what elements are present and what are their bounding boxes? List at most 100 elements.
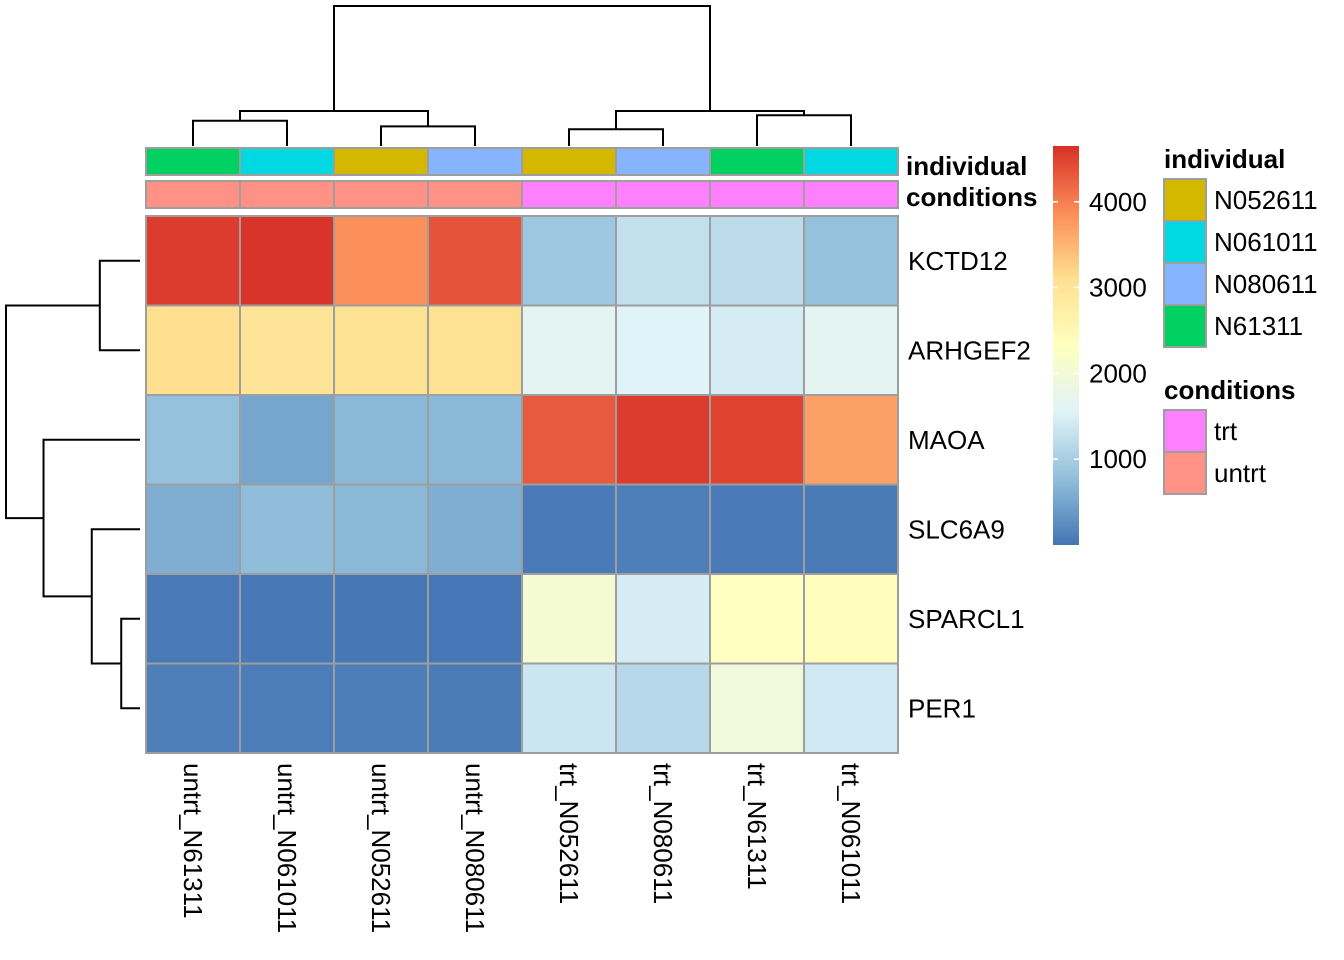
row-labels: KCTD12 ARHGEF2 MAOA SLC6A9 SPARCL1 PER1 bbox=[908, 246, 1031, 724]
heatmap-cell bbox=[145, 483, 241, 575]
heatmap-cell bbox=[333, 573, 429, 665]
heatmap-cell bbox=[333, 304, 429, 396]
heatmap-cell bbox=[427, 573, 523, 665]
legend-label: trt bbox=[1214, 416, 1238, 446]
heatmap-cell bbox=[803, 215, 899, 307]
dendrogram-branch bbox=[380, 125, 476, 146]
dendrogram-branch bbox=[239, 110, 429, 127]
heatmap-cell bbox=[615, 483, 711, 575]
heatmap-cell bbox=[239, 304, 335, 396]
heatmap-cell bbox=[709, 304, 805, 396]
heatmap-cell bbox=[709, 215, 805, 307]
color-scale-bar bbox=[1053, 146, 1079, 545]
legend-swatch bbox=[1163, 178, 1207, 222]
legend-swatch bbox=[1163, 451, 1207, 495]
heatmap-cell bbox=[521, 394, 617, 486]
heatmap-cell bbox=[521, 215, 617, 307]
column-label: trt_N080611 bbox=[648, 763, 678, 904]
heatmap-cell bbox=[521, 573, 617, 665]
heatmap-cell bbox=[803, 483, 899, 575]
heatmap-cell bbox=[427, 215, 523, 307]
heatmap-cell bbox=[709, 394, 805, 486]
annotation-cell bbox=[145, 180, 241, 209]
heatmap-cell bbox=[427, 662, 523, 754]
heatmap-cell bbox=[521, 662, 617, 754]
dendrogram-branch bbox=[98, 259, 140, 352]
heatmap-cell bbox=[333, 394, 429, 486]
column-label: trt_N061011 bbox=[836, 763, 866, 904]
heatmap-cell bbox=[145, 394, 241, 486]
annotation-cell bbox=[333, 147, 429, 176]
row-dendrogram bbox=[5, 259, 140, 710]
legend-swatch bbox=[1163, 262, 1207, 306]
color-scale-legend: 1000 2000 3000 4000 bbox=[1053, 146, 1147, 545]
heatmap-cell bbox=[615, 215, 711, 307]
annotation-cell bbox=[333, 180, 429, 209]
dendrogram-branch bbox=[568, 128, 664, 146]
legend-individual: individual N052611 N061011 N080611 N61311 bbox=[1163, 144, 1318, 348]
heatmap-cell bbox=[239, 483, 335, 575]
row-label: SLC6A9 bbox=[908, 514, 1005, 544]
annotation-cell bbox=[803, 147, 899, 176]
dendrogram-branch bbox=[615, 110, 805, 130]
legend-label: N61311 bbox=[1214, 311, 1303, 341]
column-label: untrt_N080611 bbox=[460, 763, 490, 933]
annotation-track-conditions bbox=[145, 180, 899, 209]
annotation-cell bbox=[615, 147, 711, 176]
column-dendrogram bbox=[192, 5, 852, 146]
annotation-cell bbox=[145, 147, 241, 176]
heatmap-cell bbox=[803, 662, 899, 754]
heatmap-cell bbox=[709, 662, 805, 754]
heatmap-cell bbox=[145, 304, 241, 396]
heatmap-cells bbox=[145, 215, 899, 754]
annotation-cell bbox=[521, 180, 617, 209]
legend-conditions: conditions trt untrt bbox=[1163, 375, 1295, 495]
heatmap-cell bbox=[803, 573, 899, 665]
column-label: untrt_N061011 bbox=[272, 763, 302, 933]
annotation-cell bbox=[709, 180, 805, 209]
row-label: PER1 bbox=[908, 693, 976, 723]
annotation-title-conditions: conditions bbox=[906, 182, 1037, 212]
annotation-title-individual: individual bbox=[906, 151, 1027, 181]
heatmap-cell bbox=[615, 662, 711, 754]
heatmap-cell bbox=[239, 215, 335, 307]
heatmap-cell bbox=[615, 394, 711, 486]
row-label: MAOA bbox=[908, 425, 985, 455]
heatmap-cell bbox=[709, 483, 805, 575]
column-label: trt_N052611 bbox=[554, 763, 584, 904]
dendrogram-branch bbox=[90, 528, 140, 665]
column-labels: untrt_N61311 untrt_N061011 untrt_N052611 un… bbox=[178, 763, 866, 933]
dendrogram-branch bbox=[756, 114, 852, 146]
legend-label: untrt bbox=[1214, 458, 1267, 488]
heatmap-cell bbox=[333, 483, 429, 575]
heatmap-cell bbox=[427, 394, 523, 486]
column-label: untrt_N052611 bbox=[366, 763, 396, 933]
legend-label: N052611 bbox=[1214, 185, 1318, 215]
annotation-cell bbox=[521, 147, 617, 176]
dendrogram-branch bbox=[120, 617, 140, 710]
annotation-cell bbox=[803, 180, 899, 209]
color-scale-tick-label: 3000 bbox=[1089, 273, 1147, 303]
annotation-cell bbox=[615, 180, 711, 209]
column-label: trt_N61311 bbox=[742, 763, 772, 890]
heatmap-cell bbox=[333, 215, 429, 307]
heatmap-cell bbox=[803, 304, 899, 396]
annotation-cell bbox=[427, 147, 523, 176]
heatmap-cell bbox=[239, 662, 335, 754]
heatmap-cell bbox=[145, 662, 241, 754]
legend-title-individual: individual bbox=[1164, 144, 1285, 174]
heatmap-cell bbox=[333, 662, 429, 754]
heatmap-cell bbox=[427, 304, 523, 396]
row-label: KCTD12 bbox=[908, 246, 1008, 276]
heatmap-cell bbox=[145, 215, 241, 307]
dendrogram-branch bbox=[333, 5, 711, 111]
annotation-cell bbox=[239, 147, 335, 176]
heatmap-cell bbox=[521, 483, 617, 575]
annotation-track-individual bbox=[145, 147, 899, 176]
legend-swatch bbox=[1163, 409, 1207, 453]
heatmap-cell bbox=[145, 573, 241, 665]
heatmap-cell bbox=[239, 573, 335, 665]
heatmap-cell bbox=[521, 304, 617, 396]
dendrogram-branch bbox=[192, 119, 288, 146]
